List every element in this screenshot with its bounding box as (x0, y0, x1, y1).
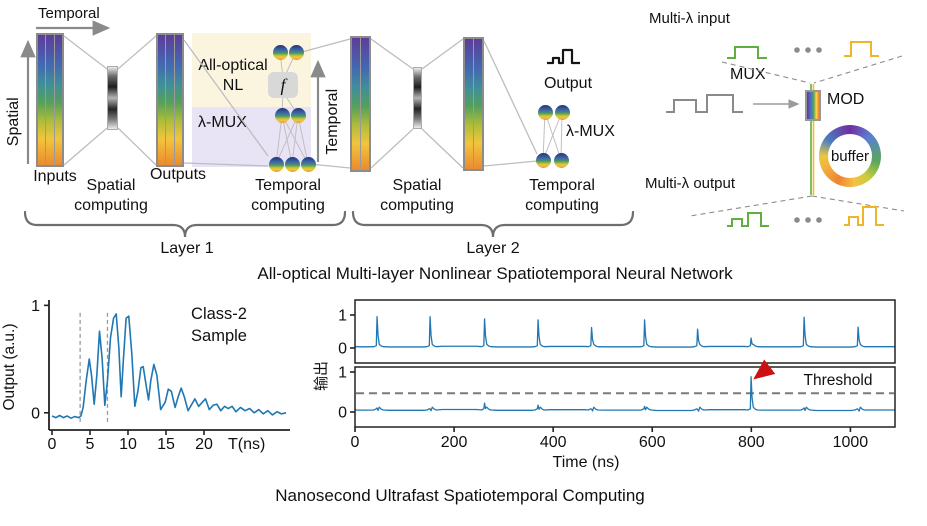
temporal-axis-label-2: Temporal (324, 88, 342, 155)
yellow-output-waveform (844, 206, 884, 226)
layer1-spatial-computing-label: Spatial computing (74, 177, 148, 214)
x-tick-label: 5 (86, 436, 95, 453)
layer2-brace (351, 210, 635, 238)
multi-lambda-input-label: Multi-λ input (649, 10, 730, 27)
y-axis-label: Output (a.u.) (1, 323, 18, 410)
neuron (272, 44, 288, 60)
all-optical-nl-label: All-optical NL (198, 57, 268, 94)
network-caption: All-optical Multi-layer Nonlinear Spatio… (257, 264, 733, 283)
y-tick-label: 0 (338, 405, 347, 422)
layer2-lambda-mux-label: λ-MUX (566, 123, 615, 140)
class2-sample-chart: 0 5 10 15 20 0 1 T(ns) Output (a.u.) Class-2 Sampl… (1, 298, 290, 453)
x-tick-label: 0 (351, 434, 360, 451)
threshold-label: Threshold (804, 372, 873, 389)
layer2-diffractive-element (413, 67, 422, 129)
sample-annotation: Class-2 (191, 305, 247, 323)
x-tick-label: 0 (48, 436, 57, 453)
nonlinear-function-box: f (268, 72, 298, 98)
bottom-subplot-box (354, 366, 896, 428)
top-subplot-box (354, 299, 896, 364)
red-marker-arrow (753, 359, 776, 380)
buffer-label: buffer (830, 147, 870, 165)
mod-label: MOD (827, 91, 865, 108)
layer1-output-bar (156, 33, 184, 167)
neuron (300, 156, 316, 172)
x-axis-label: Time (ns) (553, 454, 620, 471)
inputs-label: Inputs (33, 168, 77, 185)
x-tick-label: 1000 (833, 434, 869, 451)
neuron (537, 104, 553, 120)
output-trace (51, 313, 287, 419)
multi-lambda-output-label: Multi-λ output (645, 175, 736, 192)
demux-diverge-dashes (689, 195, 905, 217)
sample-annotation: Sample (191, 327, 247, 345)
x-tick-label: 600 (639, 434, 666, 451)
temporal-axis-label: Temporal (38, 5, 100, 22)
buffer-ring-hole (828, 134, 872, 178)
neuron (288, 44, 304, 60)
output-label: Output (543, 75, 593, 92)
y-tick-label: 1 (338, 365, 347, 382)
neuron (554, 104, 570, 120)
layer1-lambda-mux-label: λ-MUX (198, 114, 247, 131)
y-tick-label: 0 (31, 405, 40, 422)
x-tick-label: 15 (157, 436, 175, 453)
neuron (268, 156, 284, 172)
neuron (284, 156, 300, 172)
neuron (274, 107, 290, 123)
y-tick-label: 0 (338, 341, 347, 358)
green-input-waveform (727, 46, 767, 59)
output-pulse-icon (547, 48, 580, 65)
layer2-brace-label: Layer 2 (466, 240, 520, 257)
modulator-element (805, 90, 821, 121)
spike-trace-top (354, 315, 895, 348)
x-axis-label: T(ns) (228, 436, 265, 453)
gray-drive-waveform (666, 94, 743, 113)
y-tick-label: 1 (338, 308, 347, 325)
buffer-ring: buffer (819, 125, 881, 187)
layer1-diffractive-element (107, 66, 118, 130)
layer2-connection-lines (370, 38, 538, 169)
y-axis-label: 输出 (313, 361, 330, 391)
green-output-waveform (727, 212, 769, 227)
layer2-output-bar (463, 37, 484, 171)
spike-train-chart: Threshold 0 200 400 600 800 1000 0 1 0 1 Time (ns) 输… (313, 299, 896, 471)
layer1-brace (23, 210, 347, 238)
x-tick-label: 200 (441, 434, 468, 451)
neuron (553, 152, 569, 168)
spike-trace-bottom (354, 376, 895, 412)
ellipsis-dots-bottom (794, 217, 822, 223)
yellow-input-waveform (844, 41, 879, 57)
layer1-brace-label: Layer 1 (160, 240, 214, 257)
layer1-temporal-computing-label: Temporal computing (251, 177, 325, 214)
outputs-label: Outputs (149, 166, 207, 183)
spatial-axis-label: Spatial (5, 97, 23, 147)
x-tick-label: 400 (540, 434, 567, 451)
layer2-input-bar (350, 36, 371, 172)
neuron (535, 152, 551, 168)
layer2-spatial-computing-label: Spatial computing (380, 177, 454, 214)
neuron (290, 107, 306, 123)
x-tick-label: 800 (738, 434, 765, 451)
x-tick-label: 10 (119, 436, 137, 453)
layer1-input-bar (36, 33, 64, 167)
ellipsis-dots-top (794, 47, 822, 53)
y-tick-label: 1 (31, 298, 40, 315)
x-tick-label: 20 (195, 436, 213, 453)
mux-label: MUX (730, 66, 766, 83)
bottom-caption: Nanosecond Ultrafast Spatiotemporal Comp… (275, 486, 645, 505)
f-symbol: f (280, 74, 286, 95)
layer2-temporal-computing-label: Temporal computing (525, 177, 599, 214)
